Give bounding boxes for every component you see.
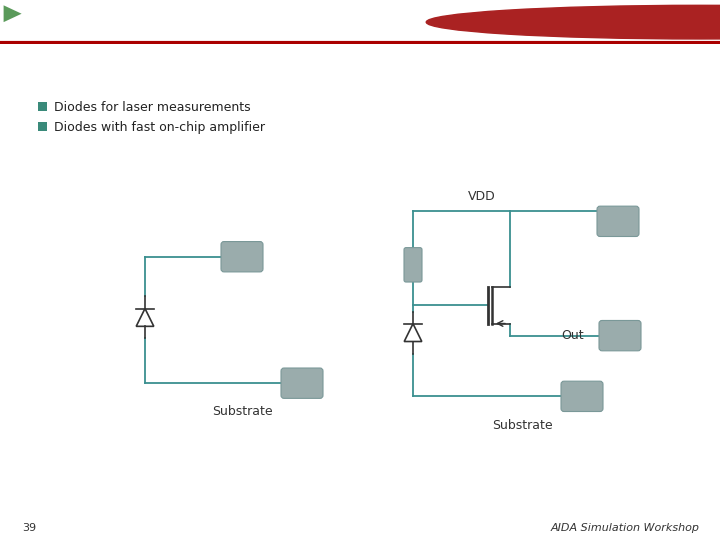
Bar bbox=[38, 102, 47, 111]
Text: VDD: VDD bbox=[468, 190, 496, 203]
FancyBboxPatch shape bbox=[599, 320, 641, 351]
Text: ADL: ADL bbox=[662, 11, 693, 25]
Bar bbox=[38, 122, 47, 131]
Text: Test structures: Test structures bbox=[284, 11, 436, 29]
FancyBboxPatch shape bbox=[561, 381, 603, 411]
Polygon shape bbox=[4, 5, 22, 22]
Text: Diodes for laser measurements: Diodes for laser measurements bbox=[54, 101, 251, 114]
Text: KIT: KIT bbox=[27, 11, 53, 25]
FancyBboxPatch shape bbox=[404, 248, 422, 282]
Text: 39: 39 bbox=[22, 523, 36, 533]
FancyBboxPatch shape bbox=[281, 368, 323, 399]
Text: Diodes with fast on-chip amplifier: Diodes with fast on-chip amplifier bbox=[54, 122, 265, 134]
Text: Substrate: Substrate bbox=[492, 418, 552, 431]
Circle shape bbox=[426, 5, 720, 39]
Text: Out: Out bbox=[562, 329, 584, 342]
Text: AIDA Simulation Workshop: AIDA Simulation Workshop bbox=[551, 523, 700, 533]
Text: Substrate: Substrate bbox=[212, 406, 272, 419]
FancyBboxPatch shape bbox=[221, 241, 263, 272]
FancyBboxPatch shape bbox=[597, 206, 639, 237]
